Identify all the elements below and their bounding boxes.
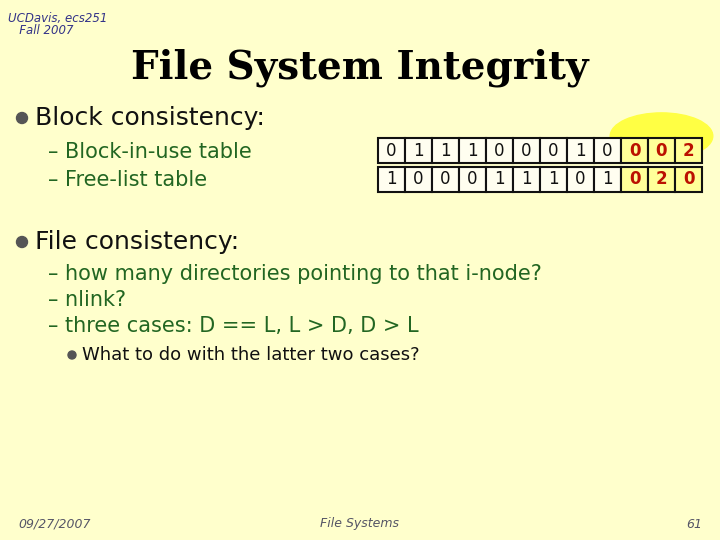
Bar bbox=[648, 138, 675, 163]
Text: 0: 0 bbox=[521, 141, 532, 159]
Text: 1: 1 bbox=[386, 171, 397, 188]
Text: 61: 61 bbox=[686, 517, 702, 530]
Text: – how many directories pointing to that i-node?: – how many directories pointing to that … bbox=[48, 264, 542, 284]
Text: 1: 1 bbox=[413, 141, 424, 159]
Text: 09/27/2007: 09/27/2007 bbox=[18, 517, 91, 530]
Text: – nlink?: – nlink? bbox=[48, 290, 126, 310]
Text: 0: 0 bbox=[629, 141, 640, 159]
Bar bbox=[648, 167, 675, 192]
Bar bbox=[513, 138, 540, 163]
Bar bbox=[486, 138, 513, 163]
Text: 1: 1 bbox=[548, 171, 559, 188]
Bar bbox=[675, 167, 702, 192]
Text: 0: 0 bbox=[467, 171, 478, 188]
Text: 0: 0 bbox=[494, 141, 505, 159]
Text: File consistency:: File consistency: bbox=[35, 230, 239, 254]
Text: File Systems: File Systems bbox=[320, 517, 400, 530]
Bar bbox=[405, 138, 432, 163]
Text: Block consistency:: Block consistency: bbox=[35, 106, 265, 130]
Text: 0: 0 bbox=[683, 171, 694, 188]
Text: 0: 0 bbox=[440, 171, 451, 188]
Text: 0: 0 bbox=[548, 141, 559, 159]
Bar bbox=[459, 138, 486, 163]
Text: File System Integrity: File System Integrity bbox=[131, 49, 589, 87]
Text: 1: 1 bbox=[494, 171, 505, 188]
Bar bbox=[594, 138, 621, 163]
Text: – Free-list table: – Free-list table bbox=[48, 170, 207, 190]
Ellipse shape bbox=[611, 113, 713, 159]
Text: 2: 2 bbox=[656, 171, 667, 188]
Bar bbox=[675, 138, 702, 163]
Text: 0: 0 bbox=[386, 141, 397, 159]
Bar bbox=[432, 167, 459, 192]
Text: 2: 2 bbox=[683, 141, 694, 159]
Bar bbox=[540, 167, 567, 192]
Bar bbox=[378, 138, 405, 163]
Bar bbox=[621, 138, 648, 163]
Text: 1: 1 bbox=[602, 171, 613, 188]
Text: – three cases: D == L, L > D, D > L: – three cases: D == L, L > D, D > L bbox=[48, 316, 418, 336]
Bar bbox=[405, 167, 432, 192]
Text: 0: 0 bbox=[656, 141, 667, 159]
Bar bbox=[432, 138, 459, 163]
Bar bbox=[540, 138, 567, 163]
Bar bbox=[459, 167, 486, 192]
Text: What to do with the latter two cases?: What to do with the latter two cases? bbox=[82, 346, 420, 364]
Text: 0: 0 bbox=[602, 141, 613, 159]
Text: 0: 0 bbox=[629, 171, 640, 188]
Text: 0: 0 bbox=[413, 171, 424, 188]
Text: 1: 1 bbox=[440, 141, 451, 159]
Text: Fall 2007: Fall 2007 bbox=[8, 24, 73, 37]
Text: UCDavis, ecs251: UCDavis, ecs251 bbox=[8, 12, 107, 25]
Bar bbox=[486, 167, 513, 192]
Text: – Block-in-use table: – Block-in-use table bbox=[48, 142, 252, 162]
Circle shape bbox=[17, 237, 27, 247]
Text: 1: 1 bbox=[521, 171, 532, 188]
Text: 0: 0 bbox=[575, 171, 586, 188]
Bar bbox=[513, 167, 540, 192]
Text: 1: 1 bbox=[467, 141, 478, 159]
Circle shape bbox=[17, 112, 27, 124]
Bar bbox=[567, 167, 594, 192]
Bar bbox=[567, 138, 594, 163]
Bar bbox=[594, 167, 621, 192]
Text: 1: 1 bbox=[575, 141, 586, 159]
Circle shape bbox=[68, 351, 76, 359]
Bar bbox=[378, 167, 405, 192]
Bar bbox=[621, 167, 648, 192]
